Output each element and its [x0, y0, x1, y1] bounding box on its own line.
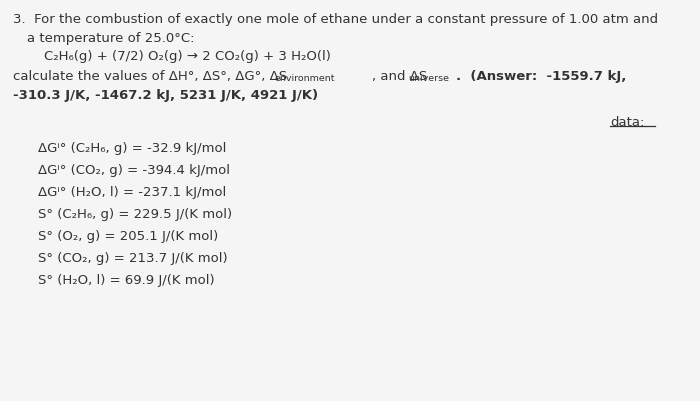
Text: 3.  For the combustion of exactly one mole of ethane under a constant pressure o: 3. For the combustion of exactly one mol…: [13, 13, 658, 26]
Text: S° (O₂, g) = 205.1 J/(K mol): S° (O₂, g) = 205.1 J/(K mol): [38, 229, 218, 242]
Text: -310.3 J/K, -1467.2 kJ, 5231 J/K, 4921 J/K): -310.3 J/K, -1467.2 kJ, 5231 J/K, 4921 J…: [13, 89, 318, 102]
Text: S° (CO₂, g) = 213.7 J/(K mol): S° (CO₂, g) = 213.7 J/(K mol): [38, 251, 228, 264]
Text: ΔGⁱ° (CO₂, g) = -394.4 kJ/mol: ΔGⁱ° (CO₂, g) = -394.4 kJ/mol: [38, 164, 230, 176]
Text: ΔGⁱ° (H₂O, l) = -237.1 kJ/mol: ΔGⁱ° (H₂O, l) = -237.1 kJ/mol: [38, 186, 227, 198]
Text: ΔGⁱ° (C₂H₆, g) = -32.9 kJ/mol: ΔGⁱ° (C₂H₆, g) = -32.9 kJ/mol: [38, 142, 227, 155]
Text: calculate the values of ΔH°, ΔS°, ΔG°, ΔS: calculate the values of ΔH°, ΔS°, ΔG°, Δ…: [13, 70, 287, 83]
Text: C₂H₆(g) + (7/2) O₂(g) → 2 CO₂(g) + 3 H₂O(l): C₂H₆(g) + (7/2) O₂(g) → 2 CO₂(g) + 3 H₂O…: [44, 50, 331, 63]
Text: .  (Answer:  -1559.7 kJ,: . (Answer: -1559.7 kJ,: [456, 70, 626, 83]
Text: S° (C₂H₆, g) = 229.5 J/(K mol): S° (C₂H₆, g) = 229.5 J/(K mol): [38, 207, 232, 221]
Text: data:: data:: [610, 116, 645, 129]
Text: a temperature of 25.0°C:: a temperature of 25.0°C:: [27, 32, 194, 45]
Text: , and ΔS: , and ΔS: [372, 70, 428, 83]
Text: universe: universe: [408, 74, 449, 83]
Text: S° (H₂O, l) = 69.9 J/(K mol): S° (H₂O, l) = 69.9 J/(K mol): [38, 273, 215, 286]
Text: environment: environment: [274, 74, 335, 83]
